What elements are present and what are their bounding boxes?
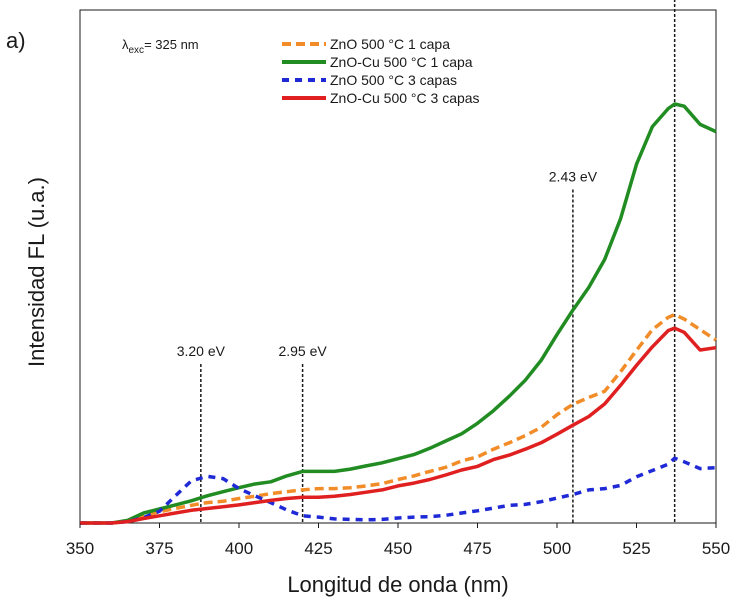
lambda-symbol: λ [122, 37, 129, 52]
legend-entry: ZnO 500 °C 1 capa [330, 36, 450, 52]
x-axis-ticks: 350 375 400 425 450 475 500 525 550 [66, 523, 730, 558]
x-tick-label: 350 [66, 539, 94, 558]
series-line [80, 326, 717, 525]
legend-entry: ZnO 500 °C 3 capas [330, 72, 457, 88]
x-tick-label: 475 [463, 539, 491, 558]
series-line [80, 312, 717, 525]
exc-subscript: exc [129, 45, 145, 56]
x-tick-label: 425 [304, 539, 332, 558]
legend: ZnO 500 °C 1 capa ZnO-Cu 500 °C 1 capa ZnO… [282, 36, 480, 106]
reference-line-label: 2.43 eV [549, 169, 598, 185]
legend-entry: ZnO-Cu 500 °C 1 capa [330, 54, 473, 70]
reference-line-label: 3.20 eV [177, 343, 226, 359]
x-tick-label: 500 [543, 539, 571, 558]
legend-entry: ZnO-Cu 500 °C 3 capas [330, 90, 480, 106]
x-axis-title: Longitud de onda (nm) [287, 572, 508, 597]
exc-value: = 325 nm [144, 37, 199, 52]
series-lines [80, 102, 717, 525]
x-tick-label: 450 [384, 539, 412, 558]
x-tick-label: 525 [622, 539, 650, 558]
panel-label: a) [6, 28, 26, 53]
y-axis-title: Intensidad FL (u.a.) [24, 177, 49, 367]
x-tick-label: 400 [225, 539, 253, 558]
reference-line-label: 2.95 eV [278, 343, 327, 359]
excitation-label: λexc= 325 nm [122, 37, 199, 56]
reference-lines: 3.20 eV2.95 eV2.43 eV2.30 eV [177, 0, 676, 523]
plot-area: 3.20 eV2.95 eV2.43 eV2.30 eV 35037540042… [66, 0, 730, 558]
series-line [80, 456, 717, 525]
x-tick-label: 550 [702, 539, 730, 558]
x-tick-label: 375 [145, 539, 173, 558]
series-line [80, 102, 717, 525]
